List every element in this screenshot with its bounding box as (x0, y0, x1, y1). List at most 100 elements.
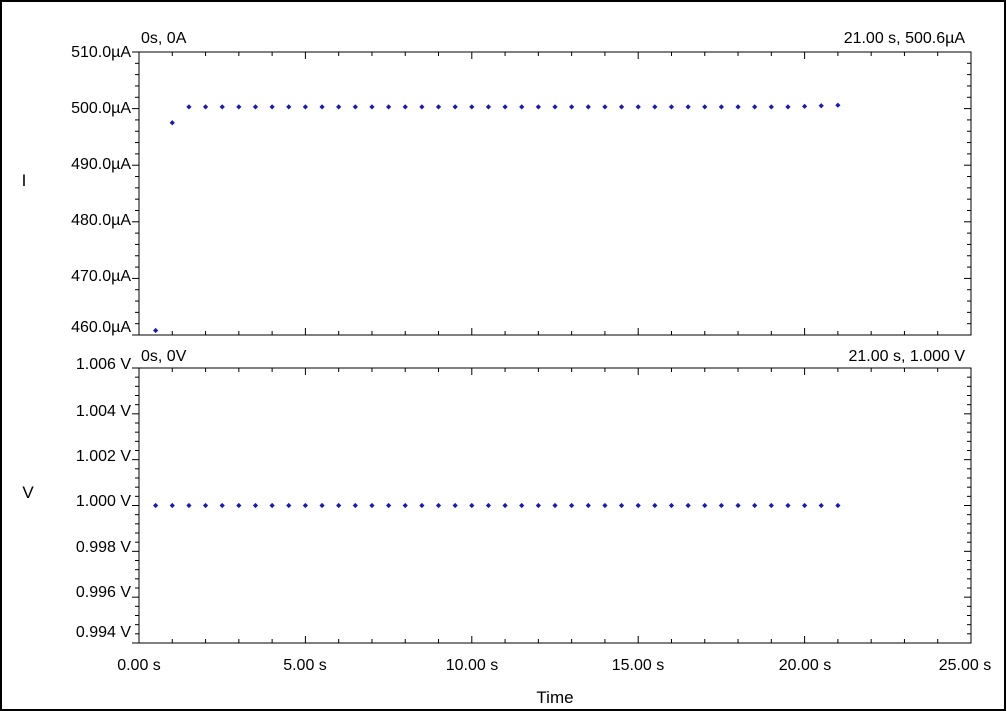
voltage-data-point (818, 502, 824, 509)
current-data-point (202, 104, 209, 110)
voltage-data-point (269, 502, 275, 509)
voltage-data-point (469, 502, 475, 509)
current-data-point (336, 104, 342, 110)
voltage-y-tick-label: 0.998 V (76, 539, 131, 556)
voltage-data-point (502, 502, 508, 509)
voltage-data-point (186, 502, 192, 509)
voltage-data-point (735, 502, 741, 509)
current-data-point (618, 104, 625, 110)
current-data-point (569, 104, 575, 110)
current-data-point (485, 104, 492, 110)
current-data-point (369, 104, 375, 110)
voltage-data-point (702, 502, 708, 509)
voltage-y-tick-labels: 1.006 V 1.004 V 1.002 V 1.000 V 0.998 V … (76, 356, 131, 641)
time-x-tick-label: 5.00 s (283, 657, 327, 674)
voltage-start-readout: 0s, 0V (141, 348, 187, 365)
voltage-data-point (785, 502, 791, 509)
current-start-readout: 0s, 0A (141, 30, 187, 47)
current-data-point (635, 104, 641, 110)
voltage-data-point (535, 502, 541, 509)
current-data-point (818, 103, 824, 109)
voltage-end-readout: 21.00 s, 1.000 V (848, 348, 965, 365)
current-data-point (785, 104, 791, 110)
current-y-tick-label: 510.0µA (71, 44, 131, 61)
current-data-point (702, 104, 708, 110)
voltage-data-point (419, 502, 425, 509)
current-data-point (402, 104, 408, 110)
voltage-data-point (319, 502, 325, 509)
voltage-data-point (635, 502, 641, 509)
voltage-data-point (153, 502, 159, 509)
current-data-point (219, 104, 225, 110)
current-y-tick-label: 480.0µA (71, 212, 131, 229)
time-x-tick-label: 25.00 s (939, 657, 991, 674)
current-data-point (652, 104, 658, 110)
voltage-data-point (302, 502, 308, 509)
voltage-plot-ticks (132, 367, 972, 644)
time-x-tick-label: 0.00 s (117, 657, 161, 674)
current-data-point (519, 104, 525, 110)
current-axis-title: I (22, 171, 27, 190)
current-y-tick-labels: 510.0µA 500.0µA 490.0µA 480.0µA 470.0µA … (71, 44, 131, 336)
voltage-data-point (252, 502, 259, 509)
voltage-data-point (602, 502, 608, 509)
voltage-data-point (802, 502, 808, 509)
current-data-point (319, 104, 325, 110)
voltage-axis-title: V (22, 483, 34, 502)
current-data-point (419, 104, 425, 110)
current-plot-ticks (132, 51, 972, 336)
voltage-data-point (519, 502, 525, 509)
voltage-data-point (402, 502, 408, 509)
voltage-data-point (386, 502, 392, 509)
voltage-data-point (652, 502, 658, 509)
voltage-data-point (552, 502, 558, 509)
voltage-data-point (835, 502, 841, 509)
current-y-tick-label: 470.0µA (71, 268, 131, 285)
current-y-tick-label: 490.0µA (71, 156, 131, 173)
current-data-point (236, 104, 242, 110)
voltage-data-point (352, 502, 358, 509)
voltage-data-point (452, 502, 458, 509)
current-series (153, 102, 841, 334)
voltage-data-point (219, 502, 225, 509)
current-data-point (302, 104, 308, 110)
voltage-data-point (569, 502, 575, 509)
current-data-point (685, 104, 691, 110)
voltage-data-point (202, 502, 209, 509)
current-plot-frame (138, 51, 972, 336)
current-data-point (352, 104, 358, 110)
voltage-data-point (236, 502, 242, 509)
current-data-point (386, 104, 392, 110)
voltage-y-tick-label: 1.006 V (76, 356, 131, 373)
current-data-point (469, 104, 475, 110)
current-data-point (835, 102, 841, 108)
voltage-data-point (169, 502, 175, 509)
current-data-point (502, 104, 508, 110)
voltage-data-point (618, 502, 625, 509)
voltage-data-point (485, 502, 492, 509)
current-data-point (269, 104, 275, 110)
current-data-point (735, 104, 741, 110)
voltage-data-point (369, 502, 375, 509)
voltage-data-point (752, 502, 758, 509)
voltage-y-tick-label: 1.000 V (76, 493, 131, 510)
voltage-data-point (286, 502, 292, 509)
time-axis-title: Time (536, 688, 573, 707)
current-data-point (768, 104, 774, 110)
voltage-data-point (685, 502, 691, 509)
current-data-point (252, 104, 259, 110)
voltage-data-point (668, 502, 675, 509)
voltage-y-tick-label: 0.996 V (76, 584, 131, 601)
current-data-point (668, 104, 675, 110)
current-data-point (535, 104, 541, 110)
time-x-tick-label: 15.00 s (612, 657, 664, 674)
current-data-point (552, 104, 558, 110)
voltage-data-point (336, 502, 342, 509)
current-data-point (802, 103, 808, 109)
voltage-data-point (768, 502, 774, 509)
time-x-tick-label: 10.00 s (446, 657, 498, 674)
current-end-readout: 21.00 s, 500.6µA (844, 30, 966, 47)
